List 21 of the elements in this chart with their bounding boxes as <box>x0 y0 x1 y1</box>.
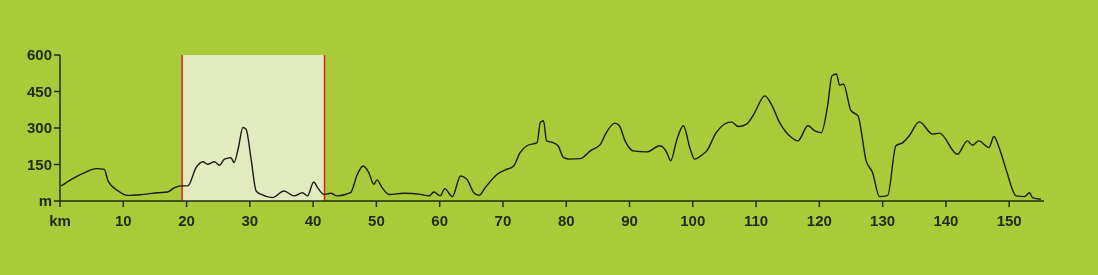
x-tick-label: 150 <box>996 211 1022 229</box>
x-tick-label: 10 <box>114 211 132 229</box>
x-tick-label: 100 <box>680 211 706 229</box>
x-tick-label: 120 <box>806 211 832 229</box>
x-tick-label: 70 <box>494 211 512 229</box>
x-tick-label: 60 <box>431 211 449 229</box>
x-tick-label: 130 <box>870 211 896 229</box>
x-tick-label: 40 <box>304 211 322 229</box>
y-tick-label: 600 <box>26 46 52 64</box>
x-tick-label: km <box>49 211 71 229</box>
x-tick-label: 20 <box>178 211 195 229</box>
y-tick-label: m <box>38 192 52 210</box>
y-tick-label: 150 <box>26 155 52 173</box>
x-tick-label: 80 <box>557 211 575 229</box>
y-tick-label: 300 <box>26 119 52 137</box>
x-tick-label: 90 <box>621 211 638 229</box>
x-tick-label: 30 <box>241 211 259 229</box>
x-tick-label: 110 <box>743 211 769 229</box>
x-tick-label: 140 <box>933 211 959 229</box>
x-tick-label: 50 <box>368 211 385 229</box>
y-tick-label: 450 <box>26 82 52 100</box>
